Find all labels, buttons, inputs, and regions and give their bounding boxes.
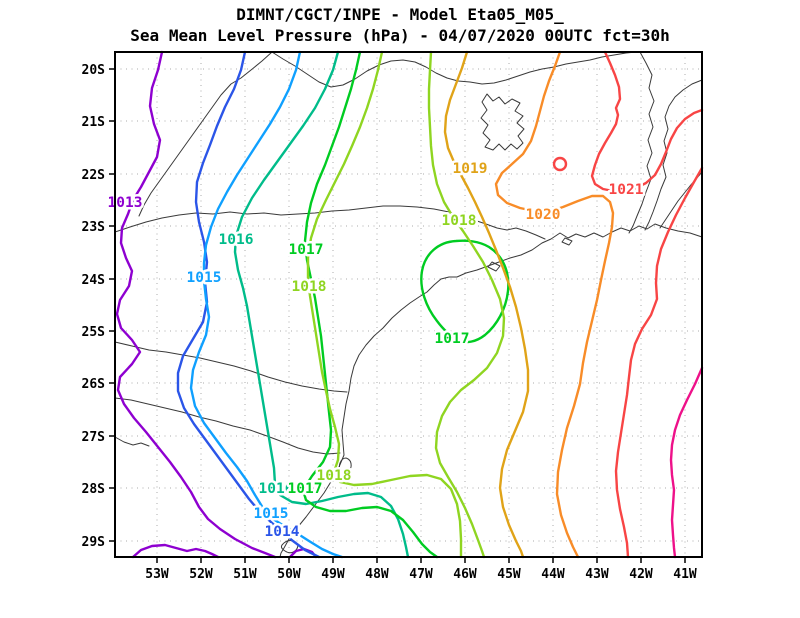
- plot-frame: [114, 51, 703, 558]
- contour-1018: [306, 50, 463, 559]
- x-tick-label: 45W: [497, 567, 521, 582]
- x-tick-label: 48W: [365, 567, 389, 582]
- x-tick-label: 41W: [673, 567, 697, 582]
- state-border: [271, 51, 637, 88]
- contour-label-1016-south: 1016: [259, 481, 294, 497]
- contour-1015: [189, 50, 344, 559]
- state-border: [114, 205, 546, 240]
- contour-label-1020: 1020: [526, 207, 561, 223]
- contour-label-1019: 1019: [453, 161, 488, 177]
- contour-1019: [443, 50, 530, 559]
- state-border: [628, 51, 655, 234]
- island: [561, 237, 573, 246]
- chart-subtitle: Sea Mean Level Pressure (hPa) - 04/07/20…: [130, 26, 669, 45]
- contour-label-1015: 1015: [187, 270, 222, 286]
- state-border: [114, 436, 150, 447]
- x-tick-label: 52W: [189, 567, 213, 582]
- island: [338, 457, 352, 473]
- y-tick-label: 23S: [82, 220, 106, 235]
- contour-1017-closed-low: [420, 239, 510, 344]
- isobar-contours: [115, 50, 704, 559]
- y-tick-label: 29S: [82, 535, 106, 550]
- contour-1018-coastal: [427, 50, 506, 559]
- x-tick-label: 43W: [585, 567, 609, 582]
- y-tick-label: 20S: [82, 63, 106, 78]
- contour-1021-closed-high: [552, 156, 568, 172]
- state-border: [644, 79, 703, 231]
- x-tick-label: 44W: [541, 567, 565, 582]
- state-border: [114, 397, 341, 455]
- contour-label-1018: 1018: [292, 279, 327, 295]
- x-tick-label: 51W: [233, 567, 257, 582]
- y-tick-label: 22S: [82, 168, 106, 183]
- contour-label-1013: 1013: [108, 195, 143, 211]
- axis-ticks: [109, 68, 686, 563]
- contour-label-1017-south: 1017: [288, 481, 323, 497]
- contour-label-1017: 1017: [289, 242, 324, 258]
- contour-1014: [176, 50, 321, 559]
- contour-1013: [115, 50, 277, 559]
- contour-label-1014-south: 1014: [265, 524, 300, 540]
- contour-1021-east: [614, 166, 704, 559]
- x-tick-label: 47W: [409, 567, 433, 582]
- y-tick-label: 25S: [82, 325, 106, 340]
- island: [487, 261, 501, 272]
- y-tick-label: 27S: [82, 430, 106, 445]
- contour-1013-segment: [131, 543, 220, 559]
- contour-label-1018-south: 1018: [317, 468, 352, 484]
- x-tick-label: 42W: [629, 567, 653, 582]
- contour-1021: [590, 50, 704, 193]
- contour-1020: [494, 50, 615, 559]
- state-border: [138, 51, 273, 217]
- chart-title: DIMNT/CGCT/INPE - Model Eta05_M05_: [236, 5, 564, 24]
- x-tick-label: 53W: [145, 567, 169, 582]
- x-axis-labels: 53W 52W 51W 50W 49W 48W 47W 46W 45W 44W …: [145, 567, 697, 582]
- x-tick-label: 46W: [453, 567, 477, 582]
- contour-label-1017-low: 1017: [435, 331, 470, 347]
- contour-1016: [233, 50, 410, 559]
- y-tick-label: 28S: [82, 482, 106, 497]
- x-tick-label: 50W: [277, 567, 301, 582]
- contour-labels: 1013 1015 1016 1017 1018 1019 1018 1020 …: [105, 159, 646, 543]
- contour-label-1015-south: 1015: [254, 506, 289, 522]
- y-tick-label: 21S: [82, 115, 106, 130]
- coastline: [279, 223, 703, 558]
- contour-1022: [669, 366, 704, 559]
- y-axis-labels: 20S 21S 22S 23S 24S 25S 26S 27S 28S 29S: [82, 63, 106, 550]
- contour-label-1016: 1016: [219, 232, 254, 248]
- x-tick-label: 49W: [321, 567, 345, 582]
- contour-label-1018-coastal: 1018: [442, 213, 477, 229]
- y-tick-label: 26S: [82, 377, 106, 392]
- state-border: [114, 341, 348, 393]
- reservoir-lake: [480, 93, 525, 151]
- contour-label-1021: 1021: [609, 182, 644, 198]
- y-tick-label: 24S: [82, 273, 106, 288]
